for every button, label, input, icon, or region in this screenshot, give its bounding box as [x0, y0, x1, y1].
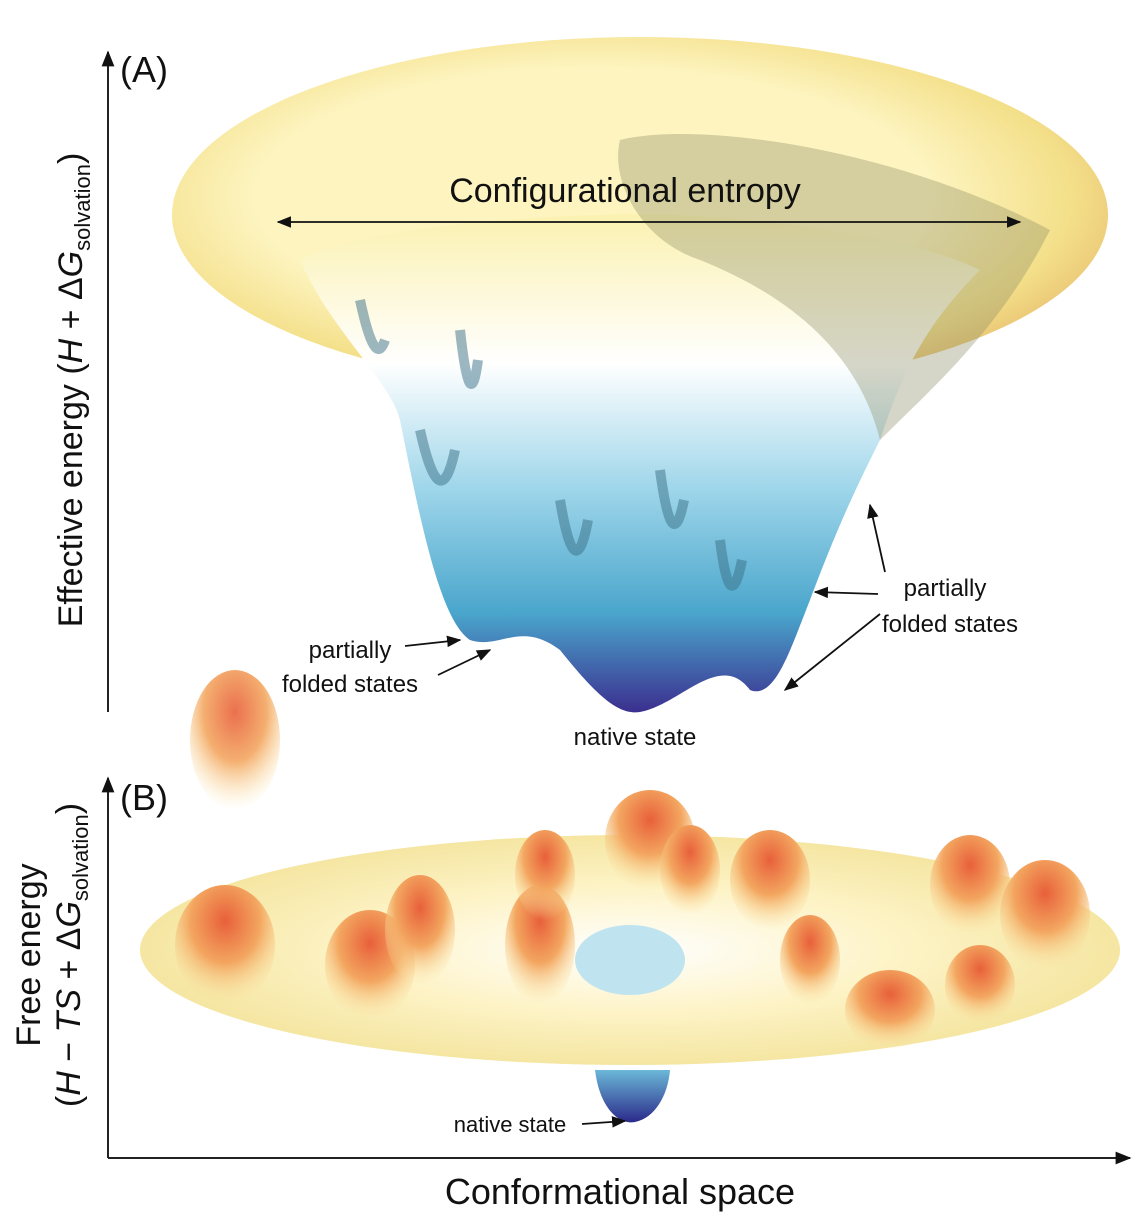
label-part: H: [50, 1071, 88, 1096]
label-part: + Δ: [50, 928, 88, 989]
label-part: (: [50, 1095, 88, 1107]
label-part: H: [52, 338, 90, 363]
label-part: ): [52, 153, 90, 164]
panel-label: (B): [120, 777, 168, 818]
arrow: [582, 1121, 625, 1124]
y-axis-label: (H − TS + ΔGsolvation): [50, 803, 93, 1107]
annotation: native state: [574, 724, 697, 751]
annotation: partially: [309, 637, 392, 664]
label-part: Effective energy (: [52, 363, 90, 628]
y-axis-label: Effective energy (H + ΔGsolvation): [52, 153, 95, 628]
arrow: [405, 640, 460, 646]
label-part: G: [52, 251, 90, 277]
arrow: [438, 650, 490, 675]
figure: (A) Effective energy (H + ΔGsolvation) C…: [0, 0, 1134, 1214]
label-part: −: [50, 1032, 88, 1071]
entropy-label: Configurational entropy: [449, 172, 801, 210]
annotation: native state: [454, 1112, 567, 1137]
label-part: solvation: [68, 814, 93, 901]
label-part: solvation: [70, 164, 95, 251]
label-part: G: [50, 901, 88, 927]
annotation: folded states: [882, 611, 1018, 638]
annotation: folded states: [282, 671, 418, 698]
panel-label: (A): [120, 49, 168, 90]
label-part: ): [50, 803, 88, 814]
label-part: TS: [50, 989, 88, 1033]
x-axis-label: Conformational space: [445, 1171, 795, 1212]
label-part: + Δ: [52, 277, 90, 338]
annotation: partially: [904, 575, 987, 602]
arrow: [815, 592, 878, 594]
arrow: [870, 505, 885, 572]
y-axis-label: Free energy: [10, 863, 48, 1046]
